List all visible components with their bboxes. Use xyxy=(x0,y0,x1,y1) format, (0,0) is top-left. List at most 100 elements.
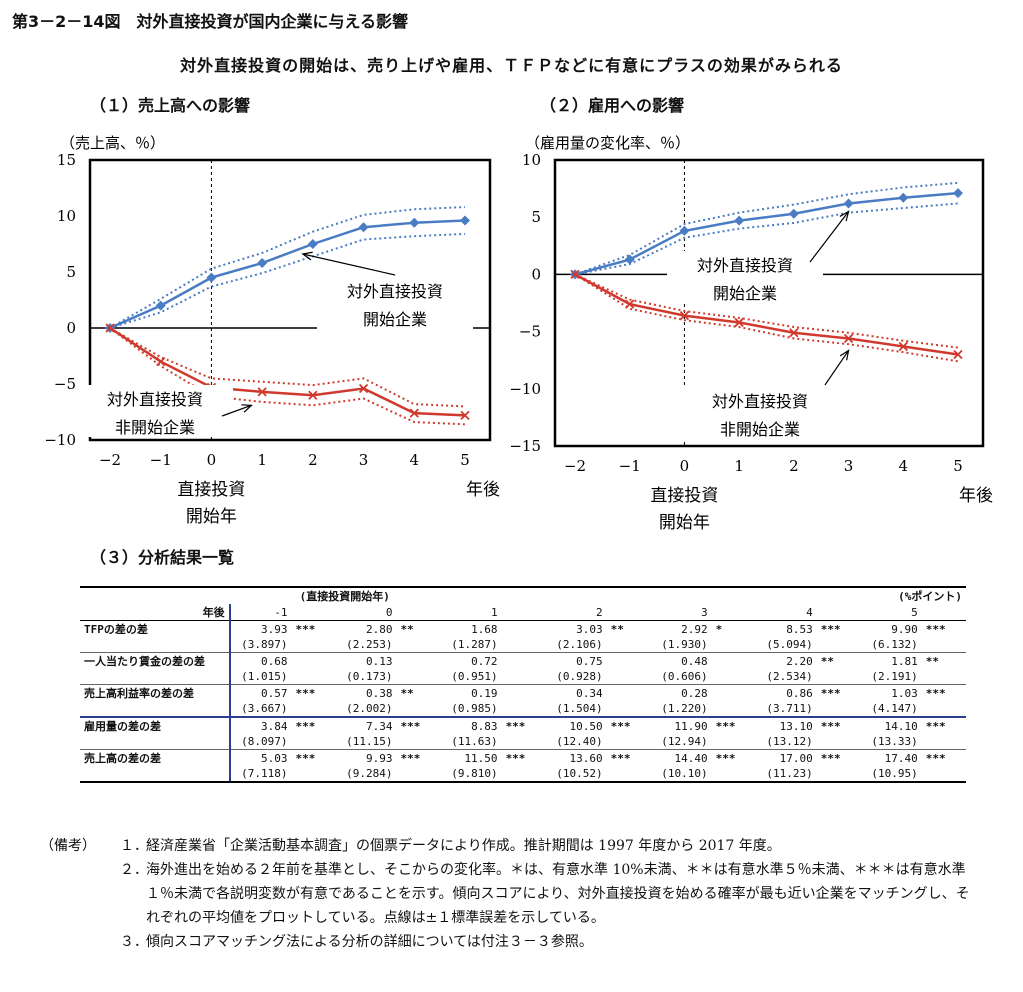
significance-stars xyxy=(501,652,546,669)
coef-value: 9.93 xyxy=(335,749,397,766)
y-tick-label: 0 xyxy=(66,319,76,337)
significance-stars: *** xyxy=(501,716,546,734)
data-point xyxy=(679,310,690,321)
data-point xyxy=(358,222,369,233)
data-point xyxy=(788,208,799,219)
standard-error: (1.015) xyxy=(241,670,288,683)
se-pad xyxy=(291,766,336,783)
se-pad xyxy=(606,766,651,783)
column-header-pad xyxy=(816,604,861,621)
coef-value: 14.40 xyxy=(650,749,712,766)
coef-value: 13.10 xyxy=(755,716,817,734)
coef-value: 0.48 xyxy=(650,652,712,669)
standard-error: (12.40) xyxy=(556,735,603,748)
data-point xyxy=(734,215,745,226)
row-label-blank xyxy=(80,669,231,685)
x-tick-label: −1 xyxy=(619,457,641,475)
significance-stars: *** xyxy=(816,684,861,701)
coef-value: 10.50 xyxy=(545,716,607,734)
y-tick-label: 15 xyxy=(57,151,76,169)
table-top-header: (直接投資開始年) (%ポイント) xyxy=(80,586,966,604)
coef-value: 0.72 xyxy=(440,652,502,669)
row-label-blank xyxy=(80,766,231,783)
significance-stars: ** xyxy=(396,684,441,701)
standard-error: (6.132) xyxy=(871,638,918,651)
results-table-wrap: (直接投資開始年) (%ポイント) 年後 -1 0 1 2 3 4 5 TFPの差の差 3.93 ***… xyxy=(80,586,970,783)
row-label-blank xyxy=(80,637,231,653)
significance-stars: *** xyxy=(291,749,336,766)
y-tick-label: −10 xyxy=(509,380,541,398)
standard-error: (10.95) xyxy=(860,766,922,783)
x-tick-label: 4 xyxy=(410,451,420,469)
x-label-start-line1: 直接投資 xyxy=(650,486,718,506)
coef-value: 1.68 xyxy=(471,622,498,636)
column-header-pad xyxy=(396,604,441,621)
significance-stars: *** xyxy=(925,622,946,636)
y-tick-label: 10 xyxy=(522,151,541,169)
standard-error: (1.220) xyxy=(661,702,708,715)
standard-error: (0.985) xyxy=(451,702,498,715)
se-pad xyxy=(397,701,441,717)
significance-stars: * xyxy=(715,622,723,636)
mean-line xyxy=(574,273,959,356)
standard-error: (1.287) xyxy=(451,638,498,651)
column-header: 1 xyxy=(440,604,502,621)
standard-error: (11.63) xyxy=(451,735,498,748)
standard-error: (10.10) xyxy=(650,766,712,783)
se-pad xyxy=(712,701,756,717)
y-tick-label: 10 xyxy=(57,207,76,225)
standard-error: (3.667) xyxy=(241,702,288,715)
se-pad xyxy=(607,701,651,717)
table-row-se: (7.118) (9.284) (9.810) (10.52) (10.10) (11.2… xyxy=(80,766,966,783)
column-header-pad xyxy=(921,604,966,621)
se-pad xyxy=(817,734,861,750)
x-tick-label: 3 xyxy=(844,457,854,475)
significance-stars: *** xyxy=(396,716,441,734)
significance-stars: *** xyxy=(711,749,756,766)
x-tick-label: −2 xyxy=(99,451,121,469)
data-point xyxy=(257,387,267,397)
data-point xyxy=(460,410,470,420)
se-pad xyxy=(922,669,966,685)
notes-label: （備考） xyxy=(40,838,96,854)
row-header-label: 年後 xyxy=(80,604,231,621)
blank-cell xyxy=(80,586,230,604)
x-tick-label: 1 xyxy=(257,451,267,469)
data-point xyxy=(358,383,369,394)
standard-error: (9.810) xyxy=(440,766,502,783)
significance-stars: *** xyxy=(921,749,966,766)
series-label-line1: 対外直接投資 xyxy=(697,256,793,275)
coef-value: 2.20 xyxy=(755,652,817,669)
series-label-line1: 対外直接投資 xyxy=(107,390,203,409)
x-label-start-line1: 直接投資 xyxy=(177,480,245,500)
x-tick-label: 5 xyxy=(953,457,963,475)
significance-stars: *** xyxy=(501,749,546,766)
mean-line xyxy=(574,191,959,276)
label-arrow xyxy=(824,350,850,386)
notes: （備考） １． 経済産業省「企業活動基本調査」の個票データにより作成。推計期間は… xyxy=(40,834,980,954)
significance-stars: *** xyxy=(711,716,756,734)
coef-value: 0.68 xyxy=(229,652,292,669)
series-label-bg xyxy=(317,277,473,329)
standard-error: (0.606) xyxy=(661,670,708,683)
standard-error: (13.33) xyxy=(871,735,918,748)
se-pad xyxy=(607,669,651,685)
table-row-se: (3.897) (2.253) (1.287) (2.106) (1.930) (5.09… xyxy=(80,637,966,653)
column-header-pad xyxy=(291,604,336,621)
se-pad xyxy=(502,734,546,750)
data-point xyxy=(460,215,470,226)
series-label-bg xyxy=(667,251,823,303)
se-pad xyxy=(922,734,966,750)
row-label: 売上高利益率の差の差 xyxy=(80,684,231,701)
significance-stars: *** xyxy=(291,716,336,734)
significance-stars xyxy=(606,652,651,669)
se-pad xyxy=(502,669,546,685)
significance-stars: *** xyxy=(816,716,861,734)
se-pad xyxy=(502,701,546,717)
se-pad xyxy=(712,669,756,685)
